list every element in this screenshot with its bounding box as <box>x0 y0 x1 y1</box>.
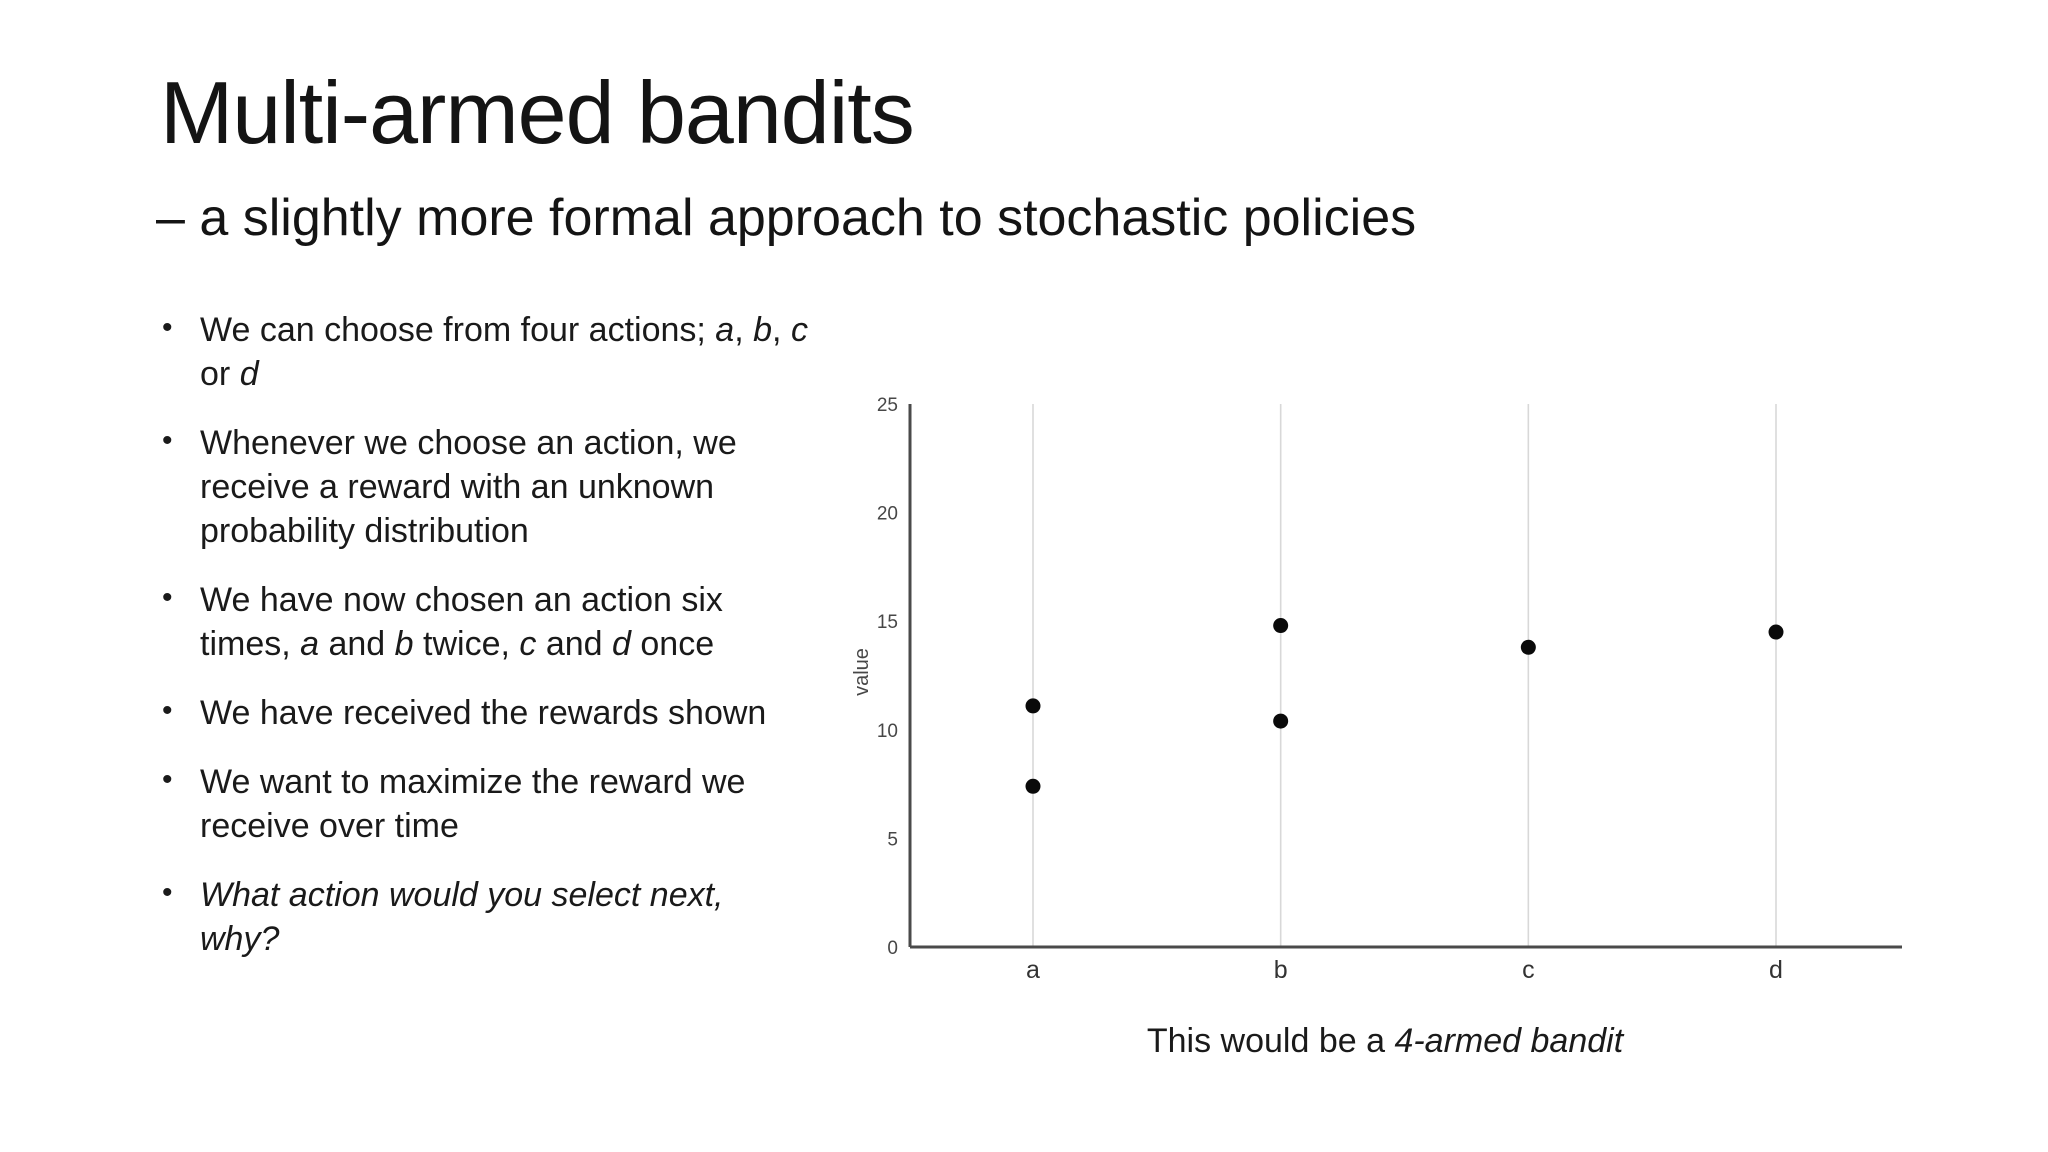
text-run: or <box>200 355 240 393</box>
bullet-item: • We can choose from four actions; a, b, … <box>160 308 808 396</box>
italic-text-run: b <box>753 311 773 349</box>
x-category-label-a: a <box>1026 956 1040 984</box>
y-tick-label-15: 15 <box>877 612 898 633</box>
data-point-a-7.4 <box>1025 778 1041 794</box>
text-run: We have now chosen an action six times, <box>200 581 723 663</box>
italic-text-run: What action would you select next, why? <box>200 876 724 958</box>
data-point-d-14.5 <box>1768 624 1784 640</box>
italic-text-run: a <box>300 625 320 663</box>
text-run: This would be a <box>1146 1022 1395 1060</box>
data-point-c-13.8 <box>1520 639 1536 655</box>
bullet-marker: • <box>162 581 173 614</box>
bullet-marker: • <box>162 694 173 727</box>
text-run: , <box>734 311 754 349</box>
bullet-item: • What action would you select next, why? <box>160 873 808 961</box>
text-run: We want to maximize the reward we receiv… <box>200 763 746 845</box>
bullet-item: • We have now chosen an action six times,… <box>160 578 808 666</box>
x-category-label-b: b <box>1274 956 1288 984</box>
data-point-b-14.8 <box>1273 618 1289 634</box>
text-run: We can choose from four actions; <box>200 311 716 349</box>
bullet-item: • We have received the rewards shown <box>160 691 808 735</box>
bullet-list: • We can choose from four actions; a, b, … <box>160 308 808 986</box>
bullet-marker: • <box>162 876 173 909</box>
y-tick-label-5: 5 <box>887 829 898 850</box>
italic-text-run: d <box>239 355 259 393</box>
text-run: and <box>319 625 395 663</box>
slide-title: Multi-armed bandits <box>160 63 915 162</box>
bullet-marker: • <box>162 424 173 457</box>
slide-subtitle: – a slightly more formal approach to sto… <box>156 189 1417 247</box>
italic-text-run: 4-armed bandit <box>1394 1022 1624 1060</box>
bullet-item: • We want to maximize the reward we recei… <box>160 760 808 848</box>
text-run: Whenever we choose an action, we receive… <box>200 424 737 550</box>
italic-text-run: c <box>519 625 537 663</box>
data-point-b-10.4 <box>1273 713 1289 729</box>
bullet-item: • Whenever we choose an action, we receiv… <box>160 421 808 553</box>
y-tick-label-20: 20 <box>877 504 898 525</box>
italic-text-run: c <box>790 311 808 349</box>
data-point-a-11.1 <box>1025 698 1041 714</box>
reward-scatter-chart: 0 5 10 15 20 25 value a b c d <box>851 395 1902 984</box>
text-run: once <box>630 625 715 663</box>
chart-area: 0 5 10 15 20 25 value a b c d <box>840 380 1960 1020</box>
text-run: twice, <box>413 625 520 663</box>
chart-caption: This would be a 4-armed bandit <box>830 1022 1940 1061</box>
bullet-marker: • <box>162 763 173 796</box>
italic-text-run: d <box>612 625 631 663</box>
text-run: , <box>772 311 791 349</box>
y-axis-title: value <box>851 648 873 696</box>
x-category-label-d: d <box>1769 956 1783 984</box>
italic-text-run: b <box>394 625 414 663</box>
text-run: and <box>536 625 613 663</box>
y-tick-label-0: 0 <box>887 938 898 959</box>
bullet-marker: • <box>162 311 173 344</box>
y-tick-label-10: 10 <box>877 721 898 742</box>
italic-text-run: a <box>715 311 735 349</box>
x-category-label-c: c <box>1522 956 1535 984</box>
y-tick-label-25: 25 <box>877 395 898 416</box>
text-run: We have received the rewards shown <box>200 694 767 732</box>
